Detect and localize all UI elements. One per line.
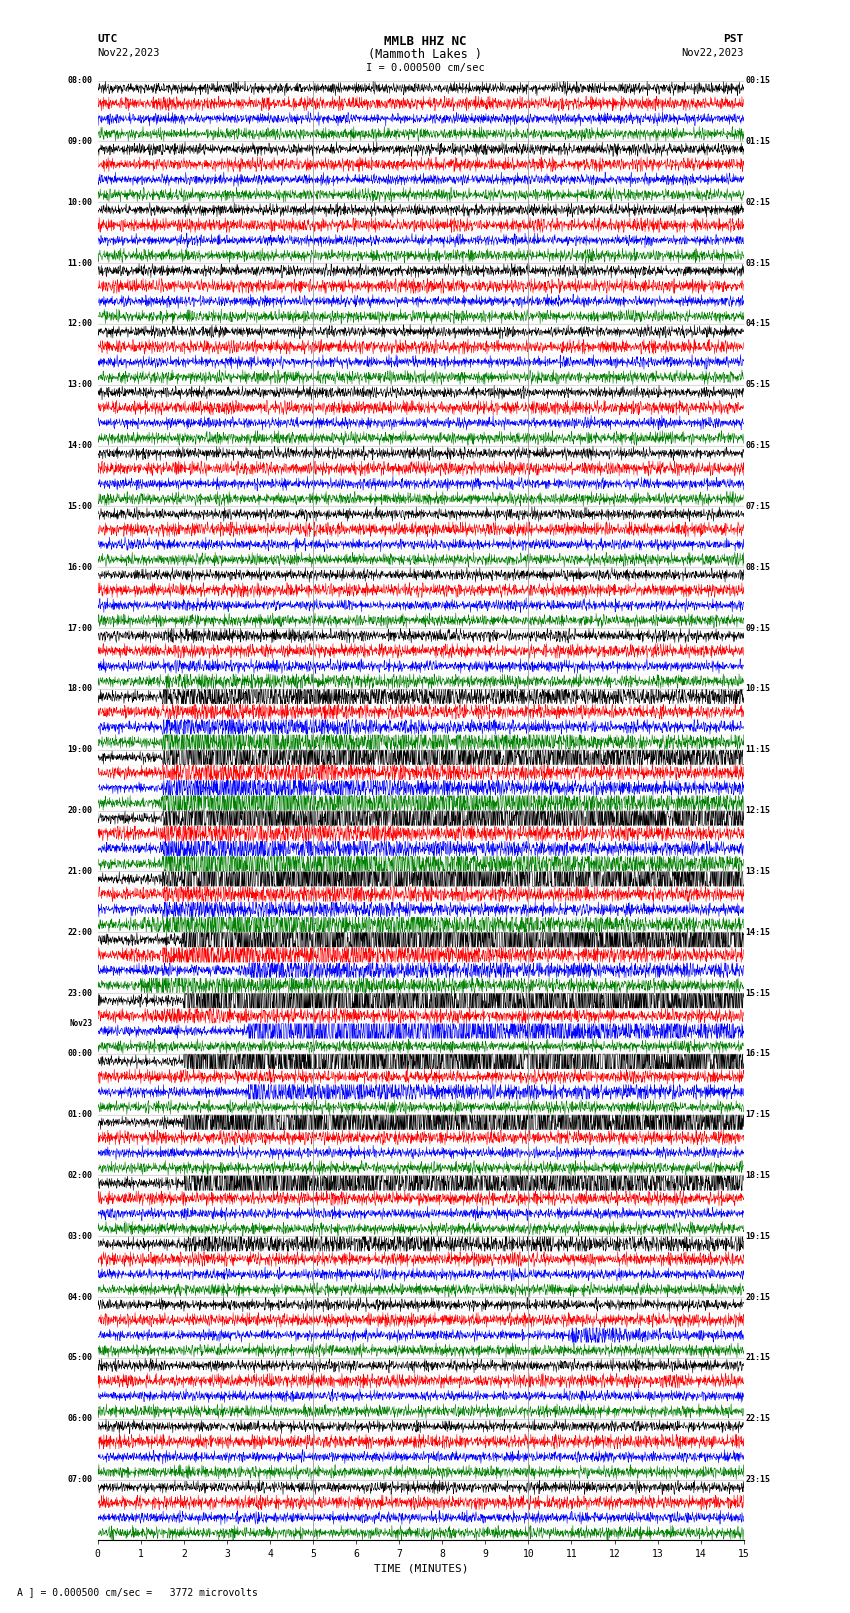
Text: 23:15: 23:15 xyxy=(745,1476,771,1484)
Text: 04:15: 04:15 xyxy=(745,319,771,329)
Text: 05:00: 05:00 xyxy=(68,1353,93,1363)
Text: 04:00: 04:00 xyxy=(68,1292,93,1302)
Text: 07:15: 07:15 xyxy=(745,502,771,511)
Text: 20:15: 20:15 xyxy=(745,1292,771,1302)
Text: 03:15: 03:15 xyxy=(745,258,771,268)
Text: A ] = 0.000500 cm/sec =   3772 microvolts: A ] = 0.000500 cm/sec = 3772 microvolts xyxy=(17,1587,258,1597)
Text: 14:00: 14:00 xyxy=(68,440,93,450)
Text: 16:00: 16:00 xyxy=(68,563,93,571)
Text: 13:15: 13:15 xyxy=(745,866,771,876)
Text: PST: PST xyxy=(723,34,744,44)
Text: 12:15: 12:15 xyxy=(745,806,771,815)
Text: 19:15: 19:15 xyxy=(745,1232,771,1240)
Text: 14:15: 14:15 xyxy=(745,927,771,937)
Text: Nov22,2023: Nov22,2023 xyxy=(98,48,161,58)
Text: UTC: UTC xyxy=(98,34,118,44)
Text: 09:15: 09:15 xyxy=(745,624,771,632)
Text: 23:00: 23:00 xyxy=(68,989,93,997)
Text: 06:00: 06:00 xyxy=(68,1415,93,1423)
Text: 11:00: 11:00 xyxy=(68,258,93,268)
Text: 19:00: 19:00 xyxy=(68,745,93,755)
Text: 08:00: 08:00 xyxy=(68,76,93,85)
Text: 00:15: 00:15 xyxy=(745,76,771,85)
X-axis label: TIME (MINUTES): TIME (MINUTES) xyxy=(373,1563,468,1574)
Text: 17:15: 17:15 xyxy=(745,1110,771,1119)
Text: 09:00: 09:00 xyxy=(68,137,93,145)
Text: 07:00: 07:00 xyxy=(68,1476,93,1484)
Text: 00:00: 00:00 xyxy=(68,1050,93,1058)
Text: 18:00: 18:00 xyxy=(68,684,93,694)
Text: 21:00: 21:00 xyxy=(68,866,93,876)
Text: 13:00: 13:00 xyxy=(68,381,93,389)
Text: Nov23: Nov23 xyxy=(70,1019,93,1027)
Text: 02:00: 02:00 xyxy=(68,1171,93,1181)
Text: MMLB HHZ NC: MMLB HHZ NC xyxy=(383,35,467,48)
Text: 03:00: 03:00 xyxy=(68,1232,93,1240)
Text: 15:15: 15:15 xyxy=(745,989,771,997)
Text: 10:00: 10:00 xyxy=(68,198,93,206)
Text: 15:00: 15:00 xyxy=(68,502,93,511)
Text: 05:15: 05:15 xyxy=(745,381,771,389)
Text: 18:15: 18:15 xyxy=(745,1171,771,1181)
Text: 22:00: 22:00 xyxy=(68,927,93,937)
Text: 01:00: 01:00 xyxy=(68,1110,93,1119)
Text: 17:00: 17:00 xyxy=(68,624,93,632)
Text: 06:15: 06:15 xyxy=(745,440,771,450)
Text: 01:15: 01:15 xyxy=(745,137,771,145)
Text: 21:15: 21:15 xyxy=(745,1353,771,1363)
Text: 16:15: 16:15 xyxy=(745,1050,771,1058)
Text: I = 0.000500 cm/sec: I = 0.000500 cm/sec xyxy=(366,63,484,73)
Text: 08:15: 08:15 xyxy=(745,563,771,571)
Text: (Mammoth Lakes ): (Mammoth Lakes ) xyxy=(368,48,482,61)
Text: 20:00: 20:00 xyxy=(68,806,93,815)
Text: 02:15: 02:15 xyxy=(745,198,771,206)
Text: 12:00: 12:00 xyxy=(68,319,93,329)
Text: Nov22,2023: Nov22,2023 xyxy=(681,48,744,58)
Text: 10:15: 10:15 xyxy=(745,684,771,694)
Text: 11:15: 11:15 xyxy=(745,745,771,755)
Text: 22:15: 22:15 xyxy=(745,1415,771,1423)
